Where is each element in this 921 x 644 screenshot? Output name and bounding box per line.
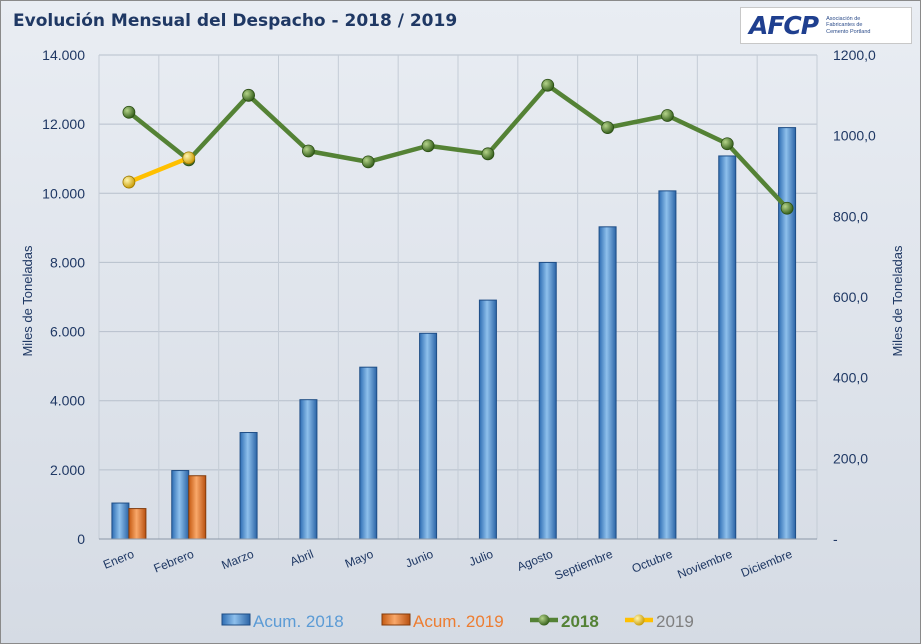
legend-acum-2018-swatch — [221, 613, 251, 626]
x-tick-label: Diciembre — [739, 547, 795, 580]
point-2018 — [661, 109, 674, 122]
bar-acum-2019 — [128, 508, 147, 540]
y-left-tick-label: 2.000 — [50, 462, 85, 478]
y-right-tick-label: 600,0 — [833, 289, 868, 305]
x-tick-label: Enero — [101, 547, 136, 572]
legend-2019: 2019 — [625, 612, 694, 631]
bars — [111, 127, 797, 540]
y-right-axis-title: Miles de Toneladas — [890, 245, 905, 357]
x-tick-label: Noviembre — [675, 547, 734, 582]
x-tick-label: Febrero — [152, 547, 197, 576]
legend-2018-label: 2018 — [561, 612, 599, 631]
y-left-tick-label: 0 — [77, 531, 85, 547]
line-series-2018 — [126, 83, 790, 211]
x-tick-label: Junio — [403, 547, 435, 571]
afcp-logo: AFCP Asociación de Fabricantes de Cement… — [740, 7, 912, 44]
y-right-tick-label: 1000,0 — [833, 128, 876, 144]
gridlines — [98, 54, 818, 540]
legend-2019-swatch-dot — [633, 614, 645, 626]
point-2018 — [720, 137, 734, 151]
bar-acum-2018 — [718, 155, 737, 540]
point-2018 — [421, 139, 435, 153]
bar-acum-2018 — [419, 332, 438, 540]
legend-acum-2019: Acum. 2019 — [381, 612, 504, 631]
bar-acum-2018 — [598, 226, 617, 540]
line-series-2019 — [126, 155, 191, 185]
y-left-tick-label: 6.000 — [50, 324, 85, 340]
legend-acum-2018: Acum. 2018 — [221, 612, 344, 631]
point-2019 — [122, 175, 136, 189]
bar-acum-2018 — [239, 432, 258, 540]
legend-acum-2018-label: Acum. 2018 — [253, 612, 344, 631]
legend: Acum. 2018 Acum. 2019 2018 2019 — [221, 612, 694, 631]
legend-acum-2019-swatch — [381, 613, 411, 626]
point-2018 — [242, 88, 255, 102]
bar-acum-2018 — [171, 470, 190, 540]
x-tick-label: Septiembre — [553, 547, 615, 583]
x-tick-label: Octubre — [630, 547, 675, 576]
x-tick-label: Abril — [288, 547, 316, 569]
logo-mark: AFCP — [749, 11, 819, 40]
lines — [122, 78, 794, 215]
y-left-axis-title: Miles de Toneladas — [20, 245, 35, 357]
bar-acum-2018 — [111, 502, 130, 540]
chart-title: Evolución Mensual del Despacho - 2018 / … — [13, 11, 458, 31]
legend-acum-2019-label: Acum. 2019 — [413, 612, 504, 631]
point-2018 — [780, 201, 794, 215]
y-left-tick-label: 14.000 — [42, 47, 85, 63]
point-2018 — [361, 155, 375, 169]
bar-acum-2018 — [658, 190, 677, 540]
x-tick-label: Mayo — [343, 547, 376, 571]
y-left-tick-label: 10.000 — [42, 185, 85, 201]
y-left-tick-label: 8.000 — [50, 254, 85, 270]
point-2018 — [601, 121, 614, 134]
bar-acum-2018 — [478, 299, 497, 540]
point-2018 — [541, 78, 555, 92]
y-right-tick-label: - — [833, 531, 838, 547]
y-right-tick-label: 400,0 — [833, 370, 868, 386]
x-tick-label: Marzo — [220, 547, 256, 573]
x-tick-label: Agosto — [515, 547, 555, 574]
bar-acum-2018 — [538, 261, 557, 540]
y-right-tick-label: 800,0 — [833, 208, 868, 224]
y-left-tick-label: 4.000 — [50, 393, 85, 409]
bar-acum-2018 — [359, 366, 378, 540]
point-2019 — [182, 151, 196, 165]
point-2018 — [122, 105, 136, 119]
legend-2019-label: 2019 — [656, 612, 694, 631]
legend-2018-swatch-dot — [538, 614, 550, 626]
bar-acum-2019 — [188, 475, 207, 540]
axes: 0 2.000 4.000 6.000 8.000 10.000 12.000 14.000 -… — [20, 47, 905, 583]
point-2018 — [302, 144, 315, 158]
bar-acum-2018 — [778, 127, 797, 540]
x-tick-label: Julio — [467, 547, 495, 569]
y-right-tick-label: 1200,0 — [833, 47, 876, 63]
y-right-tick-label: 200,0 — [833, 450, 868, 466]
legend-2018: 2018 — [530, 612, 599, 631]
point-2018 — [481, 147, 495, 161]
logo-text: Asociación de Fabricantes de Cemento Por… — [826, 15, 871, 35]
bar-acum-2018 — [299, 399, 318, 540]
y-left-tick-label: 12.000 — [42, 116, 85, 132]
